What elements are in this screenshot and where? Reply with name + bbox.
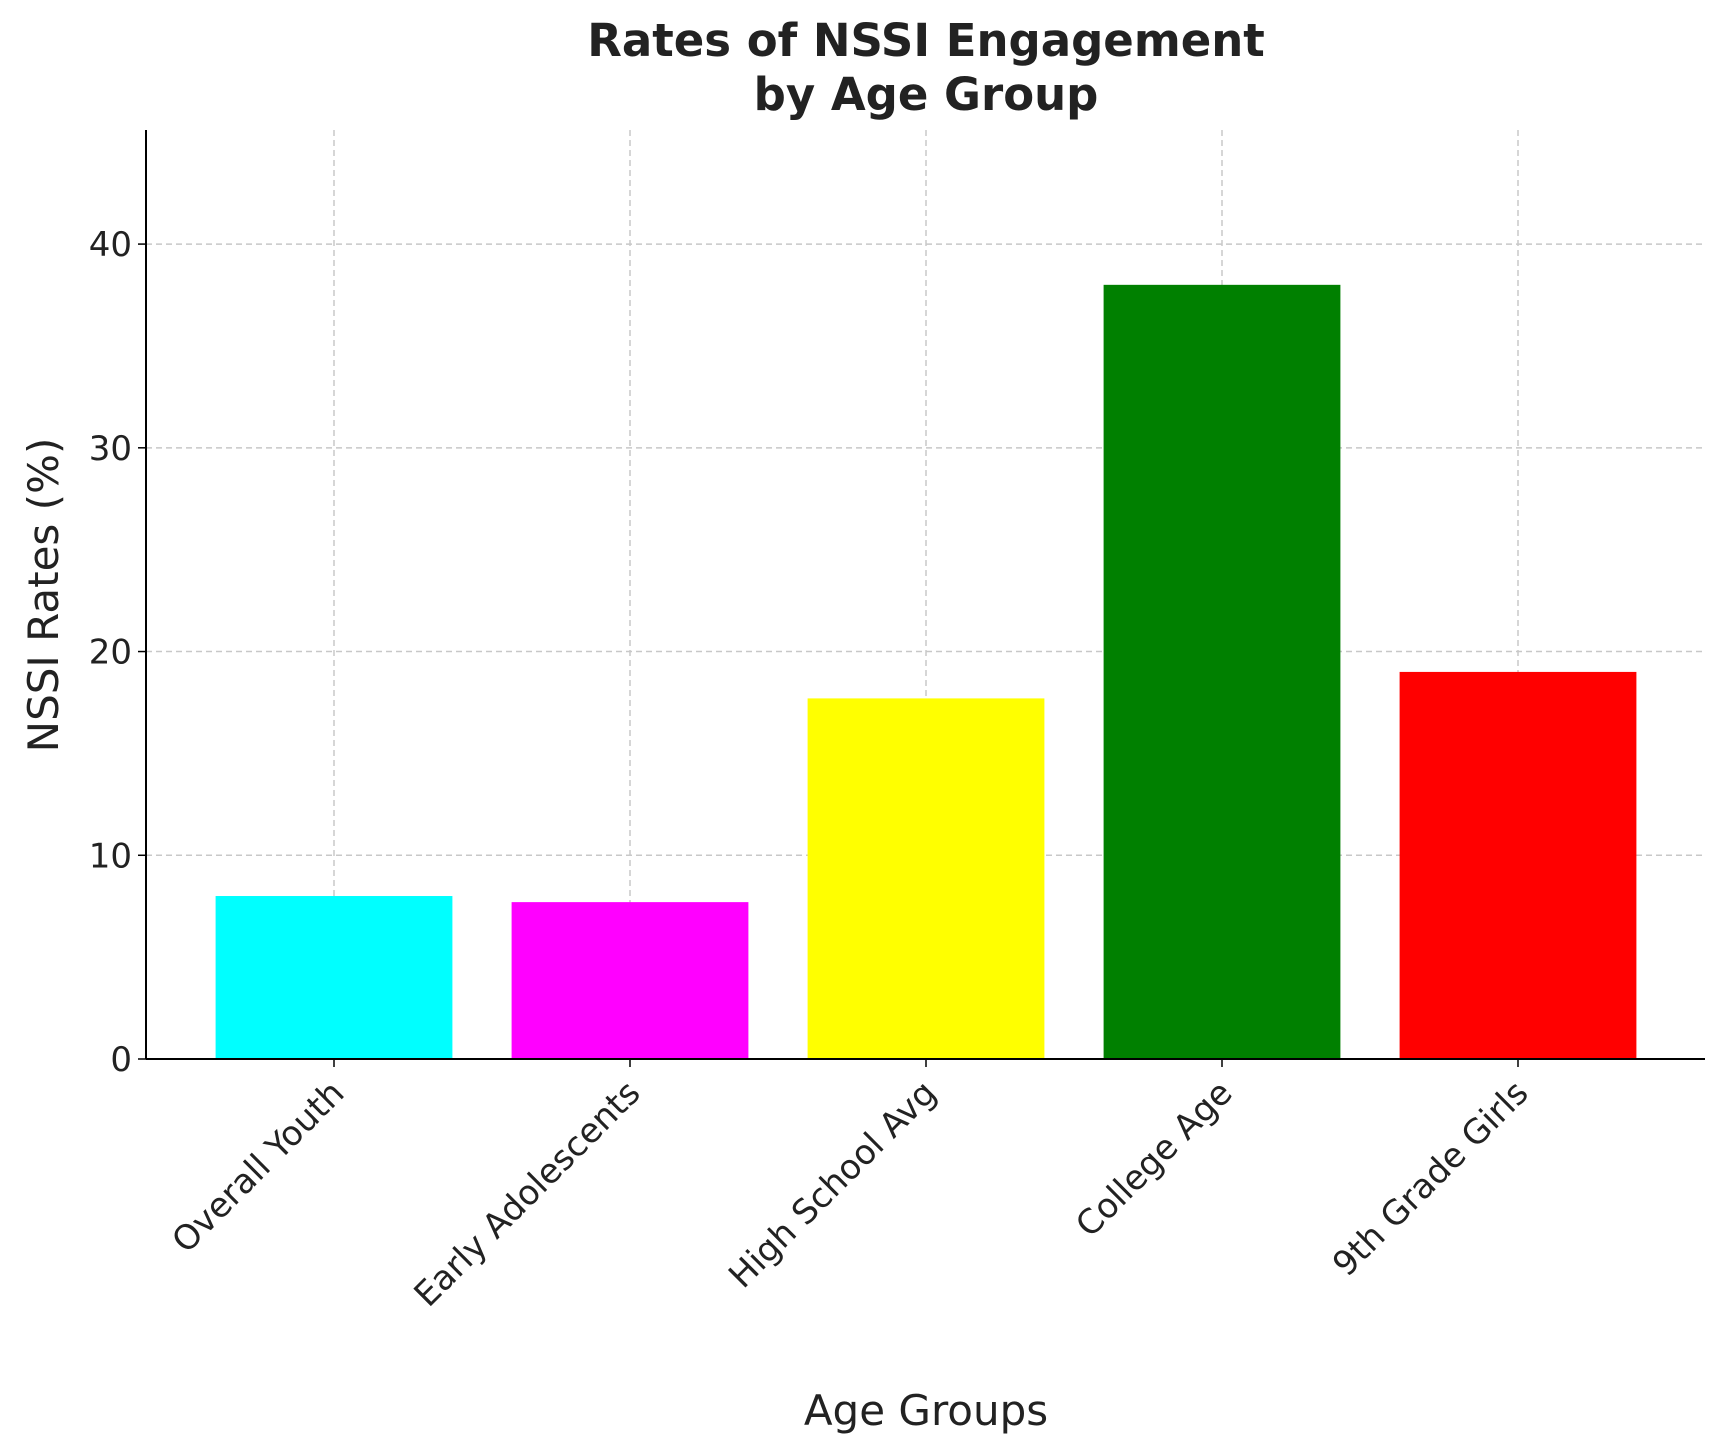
x-axis-label: Age Groups bbox=[804, 1386, 1048, 1435]
y-tick-label: 20 bbox=[89, 633, 132, 673]
bar bbox=[511, 902, 749, 1059]
y-tick-label: 30 bbox=[89, 429, 132, 469]
chart-title: Rates of NSSI Engagement by Age Group bbox=[587, 14, 1265, 121]
x-tick-label: College Age bbox=[1068, 1073, 1240, 1245]
y-tick-label: 10 bbox=[89, 836, 132, 876]
x-tick-label: High School Avg bbox=[721, 1073, 944, 1296]
y-axis-label: NSSI Rates (%) bbox=[19, 438, 68, 753]
x-tick-label: Early Adolescents bbox=[407, 1073, 649, 1315]
x-tick-label: Overall Youth bbox=[164, 1073, 352, 1261]
bar bbox=[807, 698, 1045, 1059]
y-tick-label: 40 bbox=[89, 225, 132, 265]
bar bbox=[1399, 671, 1637, 1059]
bar bbox=[1103, 284, 1341, 1059]
x-tick-label: 9th Grade Girls bbox=[1325, 1073, 1536, 1284]
y-tick-label: 0 bbox=[110, 1040, 132, 1080]
bar bbox=[215, 896, 453, 1059]
